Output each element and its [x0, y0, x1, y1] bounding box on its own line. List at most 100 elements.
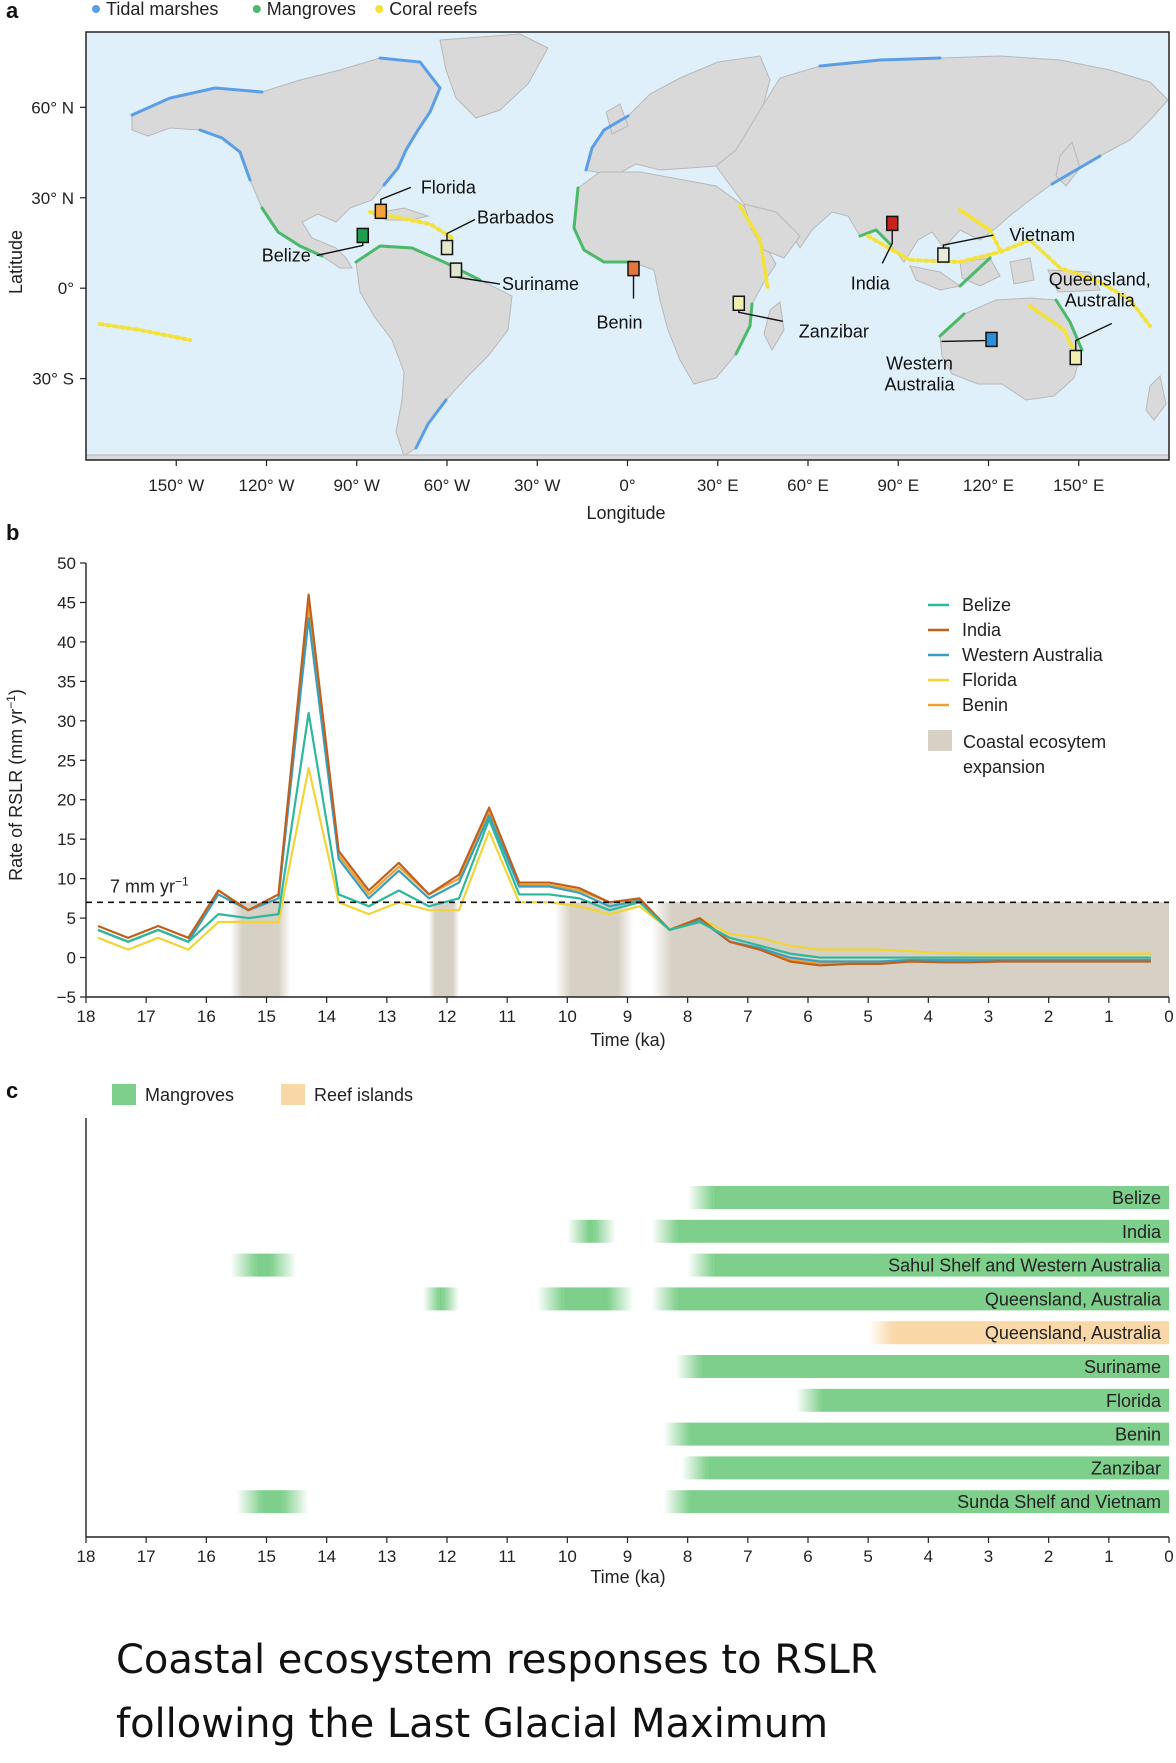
site-marker-vietnam — [937, 247, 950, 263]
rslr-x-tick-label: 8 — [683, 1007, 692, 1026]
timeline-row-label: Florida — [1106, 1391, 1162, 1411]
site-label-line: Western — [886, 353, 953, 373]
site-label-line: Barbados — [477, 208, 554, 228]
legend-swatch-expansion — [928, 730, 952, 751]
tidal-marsh-coast — [130, 56, 1102, 450]
mangrove-coast — [260, 186, 1084, 356]
rslr-x-tick-label: 13 — [377, 1007, 396, 1026]
threshold-line: 7 mm yr−1 — [86, 874, 1169, 904]
legend-label-florida: Florida — [962, 670, 1018, 690]
legend-label-mangroves: Mangroves — [267, 0, 356, 19]
timeline-x-tick-label: 6 — [803, 1547, 812, 1566]
site-label-belize: Belize — [262, 245, 311, 265]
legend-swatch-mangroves — [112, 1084, 136, 1105]
rslr-y-tick-label: 5 — [67, 909, 76, 928]
timeline-bar-fade — [442, 1287, 460, 1311]
rslr-x-tick-label: 2 — [1044, 1007, 1053, 1026]
series-line-florida — [97, 767, 1151, 955]
lon-tick-label: 30° E — [697, 476, 739, 495]
panel-a-letter: a — [6, 0, 19, 23]
timeline-bar-fade — [681, 1456, 708, 1480]
legend-label-expansion-2: expansion — [963, 757, 1045, 777]
legend-label-expansion-1: Coastal ecosytem — [963, 732, 1106, 752]
map-ylabel: Latitude — [6, 230, 26, 294]
timeline-bar-sahul-shelf-and-western-australia — [713, 1253, 1169, 1277]
timeline-bar-fade — [537, 1287, 564, 1311]
timeline-bar-fade — [687, 1186, 714, 1209]
caption-line-2: following the Last Glacial Maximum — [116, 1701, 829, 1747]
timeline-x-tick-label: 0 — [1164, 1547, 1173, 1566]
rslr-legend: Belize India Western Australia Florida Benin… — [928, 595, 1106, 777]
lat-tick-label: 60° N — [31, 98, 74, 117]
timeline-bar-fade — [663, 1490, 690, 1514]
site-label-barbados: Barbados — [477, 208, 554, 228]
lon-tick-label: 60° E — [787, 476, 829, 495]
rslr-y-tick-label: 0 — [67, 949, 76, 968]
rslr-y-tick-label: 15 — [57, 830, 76, 849]
rslr-x-tick-label: 15 — [257, 1007, 276, 1026]
threshold-label-sup: −1 — [175, 874, 189, 888]
land-japan — [1055, 140, 1081, 187]
legend-dot-tidal-marshes — [92, 5, 100, 13]
ecosystem-coastlines — [98, 56, 1152, 450]
timeline-row-label: Belize — [1112, 1188, 1161, 1208]
timeline-bar-fade — [422, 1287, 440, 1311]
timeline-row-label: Sahul Shelf and Western Australia — [888, 1256, 1162, 1276]
site-label-line: Belize — [262, 245, 311, 265]
timeline-legend: Mangroves Reef islands — [112, 1084, 413, 1105]
timeline-bar-fade — [795, 1388, 822, 1412]
timeline-x-tick-label: 16 — [197, 1547, 216, 1566]
lon-tick-label: 30° W — [514, 476, 560, 495]
rslr-y-tick-label: 25 — [57, 751, 76, 770]
legend-dot-coral-reefs — [375, 5, 384, 13]
site-marker-zanzibar — [732, 295, 746, 312]
timeline-bar-fade — [567, 1219, 589, 1243]
timeline-bar-fade — [236, 1490, 263, 1514]
rslr-y-tick-label: 35 — [57, 672, 76, 691]
rslr-ylabel: Rate of RSLR (mm yr−1) — [4, 689, 26, 881]
rslr-x-tick-label: 0 — [1164, 1007, 1173, 1026]
site-label-line: Australia — [1065, 291, 1136, 311]
site-label-india: India — [851, 273, 891, 293]
timeline-x-tick-label: 12 — [438, 1547, 457, 1566]
rslr-x-tick-label: 18 — [77, 1007, 96, 1026]
timeline-bar-benin — [689, 1422, 1169, 1446]
rslr-y-tick-label: 40 — [57, 633, 76, 652]
timeline-bar-suriname — [701, 1355, 1169, 1378]
legend-label-mangroves: Mangroves — [145, 1085, 234, 1105]
rslr-x-tick-label: 6 — [803, 1007, 812, 1026]
legend-label-india: India — [962, 620, 1002, 640]
site-label-line: Florida — [421, 177, 477, 197]
timeline-row-label: India — [1122, 1222, 1162, 1242]
expansion-band — [651, 902, 1169, 997]
rslr-y-tick-label: 30 — [57, 712, 76, 731]
legend-label-western-australia: Western Australia — [962, 645, 1104, 665]
timeline-row-label: Benin — [1115, 1425, 1161, 1445]
panel-c: c Mangroves Reef islands Belize India Sahul… — [6, 1078, 1174, 1587]
site-marker-barbados — [440, 239, 454, 256]
site-label-line: Queensland, — [1049, 270, 1151, 290]
timeline-x-tick-label: 8 — [683, 1547, 692, 1566]
site-label-line: Vietnam — [1009, 225, 1075, 245]
timeline-bars: Belize India Sahul Shelf and Western Austr… — [230, 1186, 1169, 1514]
timeline-bar-fade — [607, 1287, 634, 1311]
site-marker-belize — [356, 227, 370, 244]
figure-caption: Coastal ecosystem responses to RSLR foll… — [116, 1628, 1116, 1756]
timeline-row-label: Queensland, Australia — [985, 1289, 1162, 1309]
lat-tick-label: 0° — [58, 279, 74, 298]
lat-tick-label: 30° S — [32, 370, 74, 389]
site-label-line: Australia — [884, 374, 955, 394]
timeline-x-tick-label: 2 — [1044, 1547, 1053, 1566]
site-label-benin: Benin — [596, 313, 642, 333]
timeline-bar-fade — [270, 1253, 297, 1277]
map-xlabel: Longitude — [586, 503, 665, 523]
site-marker-queensland-australia — [1069, 349, 1082, 366]
site-marker-suriname — [449, 262, 463, 278]
lon-tick-label: 60° W — [424, 476, 470, 495]
expansion-band — [428, 902, 460, 997]
lon-tick-label: 150° E — [1053, 476, 1104, 495]
land-arabia — [743, 203, 801, 259]
map-axis-ticks: 60° N 30° N 0° 30° S 150° W 120° W 90° W 60° W 3… — [31, 98, 1104, 495]
